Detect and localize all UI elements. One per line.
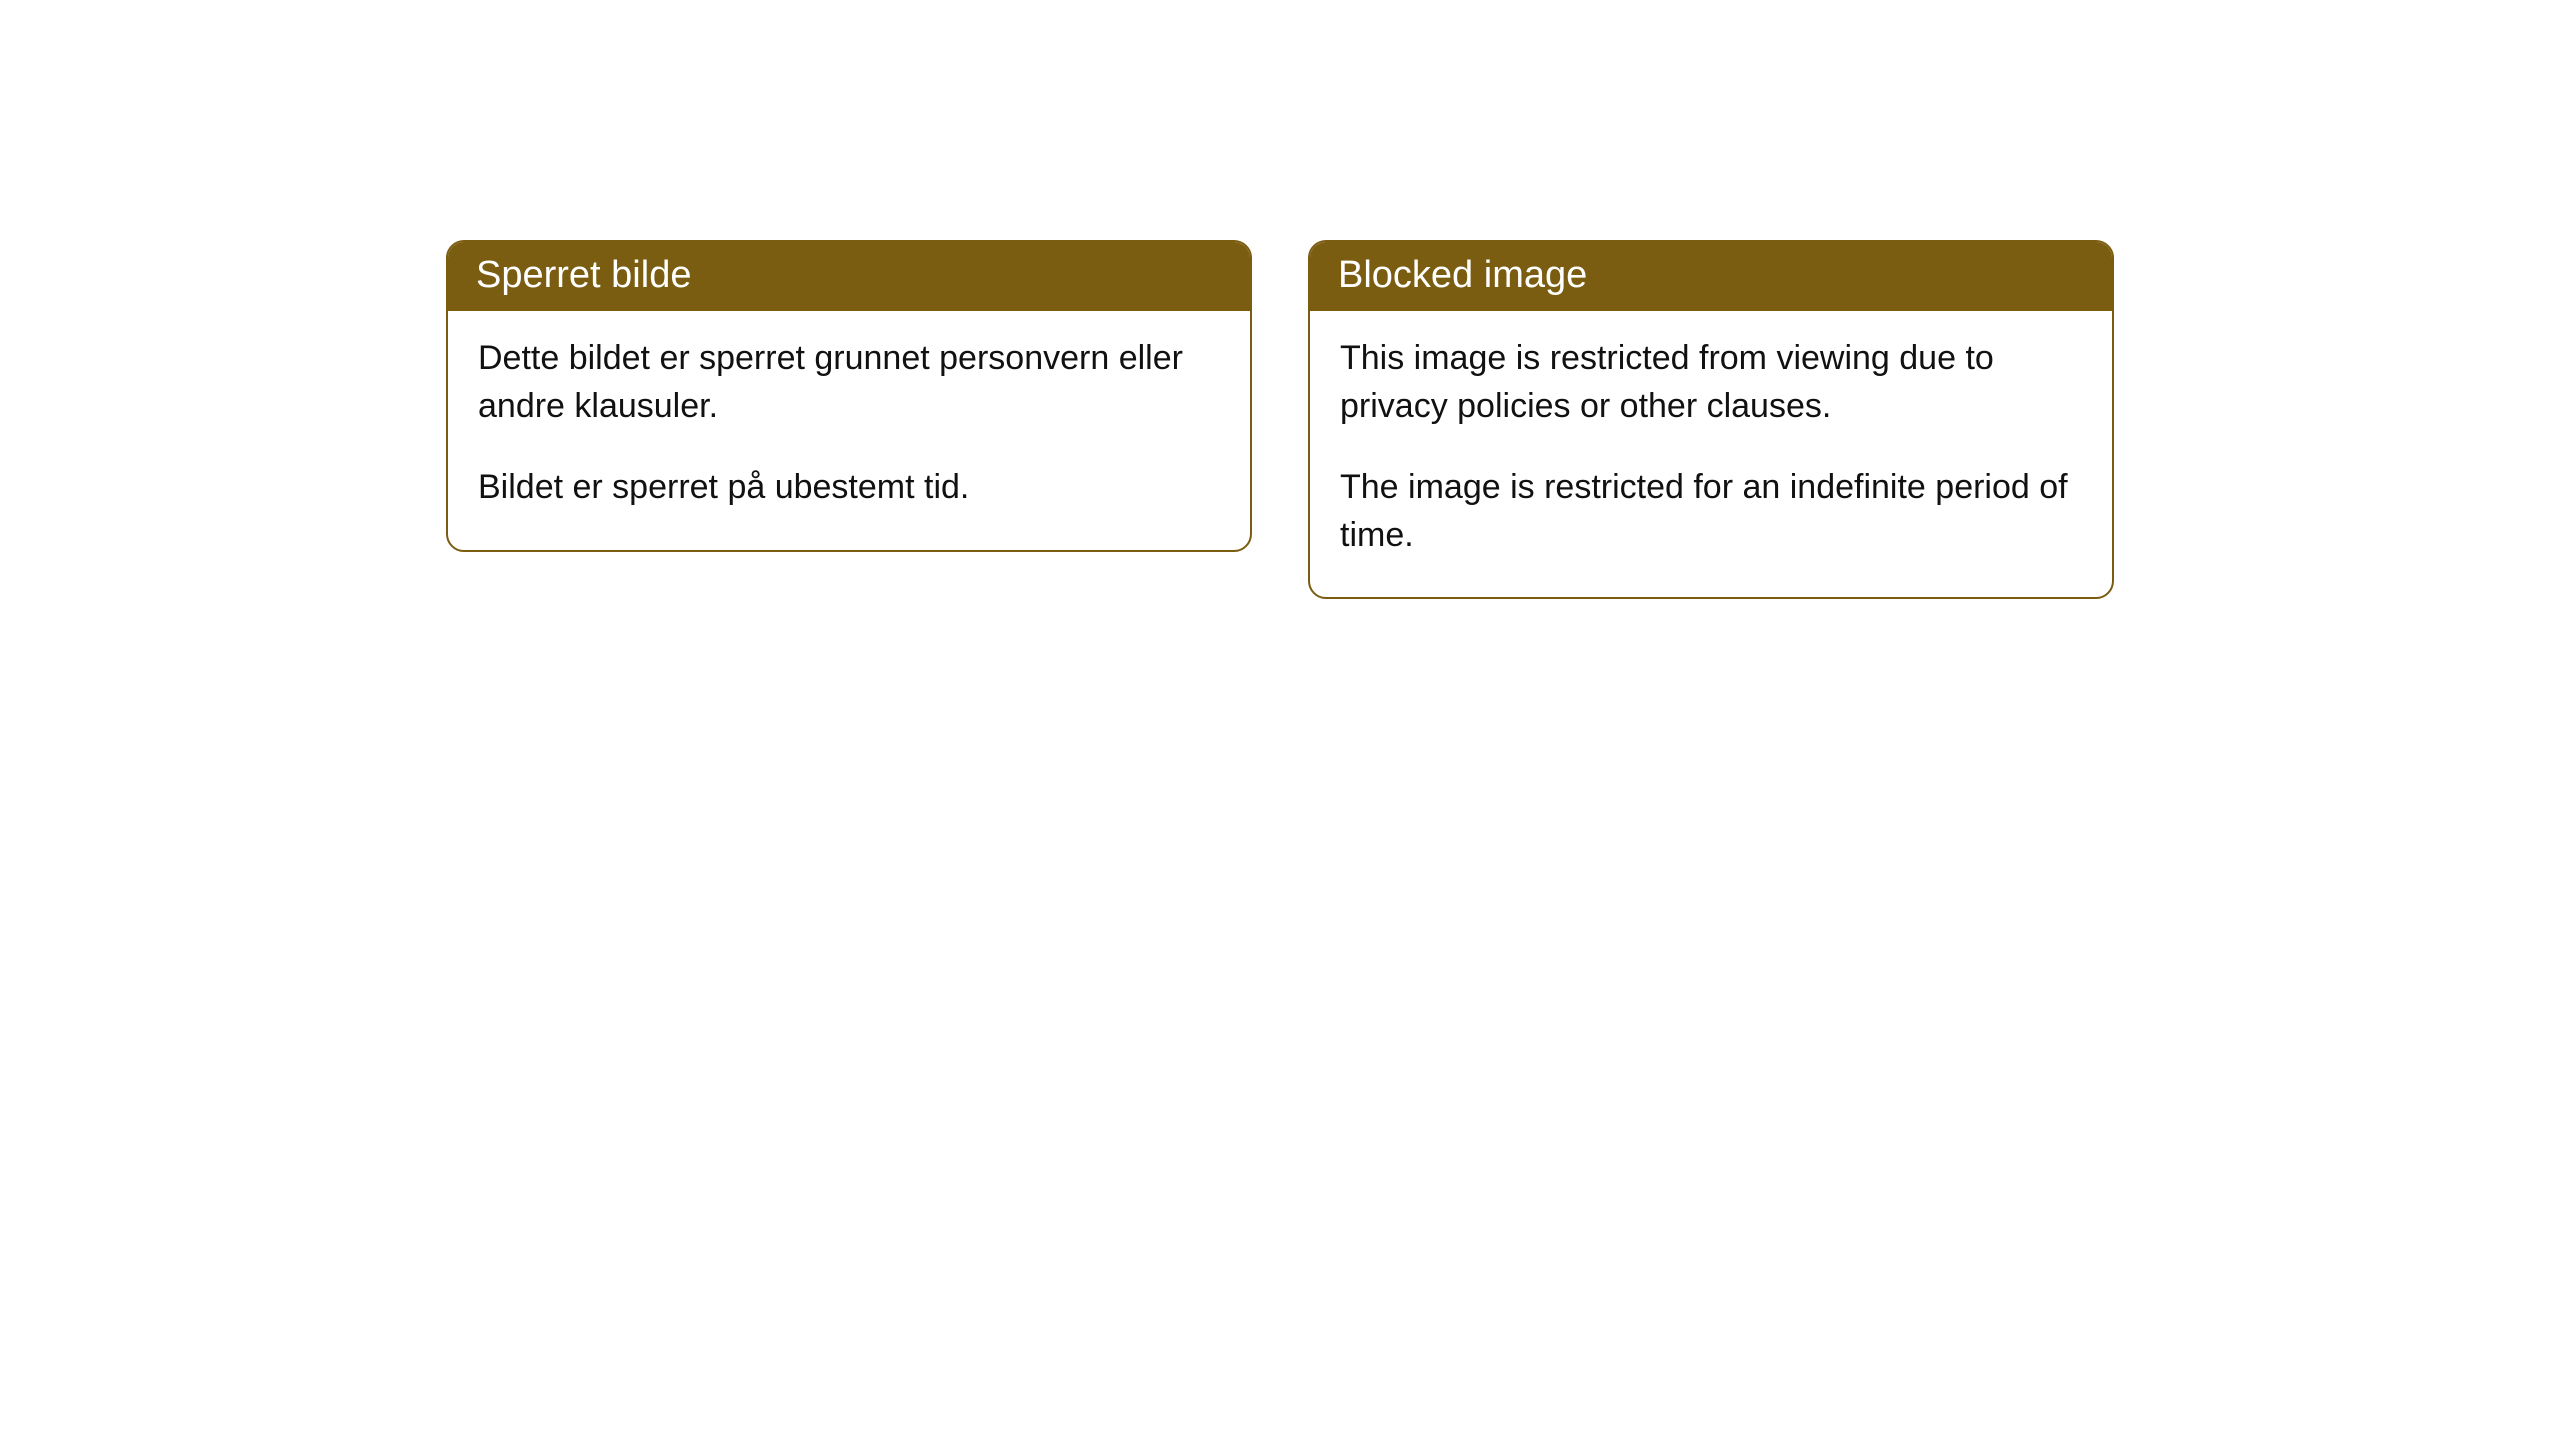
notice-card-norwegian: Sperret bilde Dette bildet er sperret gr…	[446, 240, 1252, 552]
card-text-english-1: This image is restricted from viewing du…	[1340, 335, 2082, 430]
notice-card-english: Blocked image This image is restricted f…	[1308, 240, 2114, 599]
card-text-english-2: The image is restricted for an indefinit…	[1340, 464, 2082, 559]
card-body-norwegian: Dette bildet er sperret grunnet personve…	[448, 311, 1250, 550]
card-title-english: Blocked image	[1310, 242, 2112, 311]
card-text-norwegian-1: Dette bildet er sperret grunnet personve…	[478, 335, 1220, 430]
card-text-norwegian-2: Bildet er sperret på ubestemt tid.	[478, 464, 1220, 512]
card-body-english: This image is restricted from viewing du…	[1310, 311, 2112, 597]
card-title-norwegian: Sperret bilde	[448, 242, 1250, 311]
